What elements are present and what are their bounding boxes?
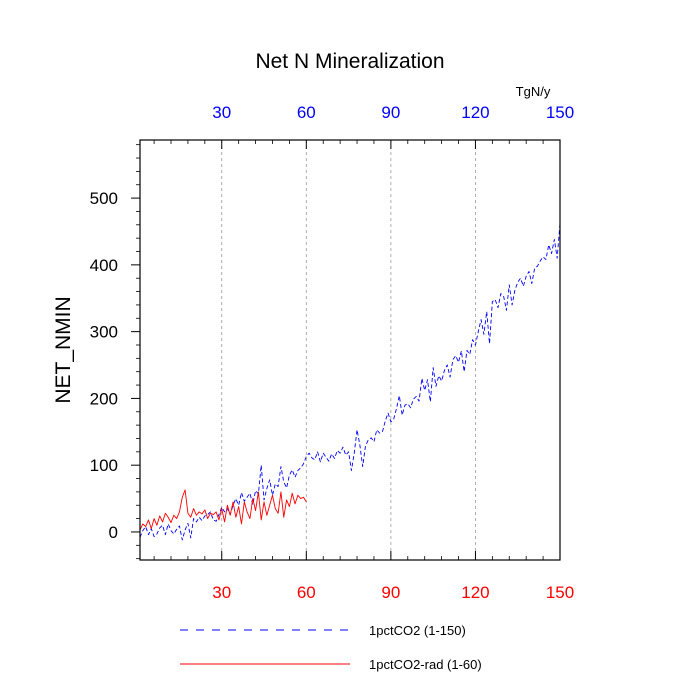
- y-tick-label-100: 100: [90, 456, 118, 475]
- bottom-tick-label-120: 120: [461, 583, 489, 602]
- plot-frame: [139, 139, 561, 561]
- y-tick-label-0: 0: [109, 523, 118, 542]
- top-tick-labels: 30 60 90 120 150: [212, 103, 574, 122]
- units-label: TgN/y: [516, 84, 551, 99]
- y-tick-label-300: 300: [90, 323, 118, 342]
- grid-lines: [221, 140, 476, 560]
- top-tick-label-60: 60: [297, 103, 316, 122]
- series-line-1pctCO2: [139, 223, 561, 541]
- bottom-tick-labels: 30 60 90 120 150: [212, 583, 574, 602]
- chart-title: Net N Mineralization: [255, 50, 444, 73]
- top-tick-label-30: 30: [212, 103, 231, 122]
- legend-label-1pctCO2-rad: 1pctCO2-rad (1-60): [369, 657, 482, 672]
- y-tick-label-400: 400: [90, 256, 118, 275]
- bottom-tick-label-90: 90: [381, 583, 400, 602]
- series-line-1pctCO2-rad: [139, 489, 307, 531]
- top-tick-label-120: 120: [461, 103, 489, 122]
- bottom-tick-label-30: 30: [212, 583, 231, 602]
- top-tick-label-150: 150: [546, 103, 574, 122]
- y-tick-labels: 0 100 200 300 400 500: [90, 189, 118, 542]
- legend: 1pctCO2 (1-150) 1pctCO2-rad (1-60): [180, 623, 482, 672]
- y-tick-label-500: 500: [90, 189, 118, 208]
- y-tick-label-200: 200: [90, 389, 118, 408]
- bottom-tick-label-150: 150: [546, 583, 574, 602]
- legend-label-1pctCO2: 1pctCO2 (1-150): [369, 623, 466, 638]
- y-axis-label: NET_NMIN: [52, 296, 75, 403]
- series-layer: [139, 223, 561, 541]
- bottom-tick-label-60: 60: [297, 583, 316, 602]
- top-tick-label-90: 90: [381, 103, 400, 122]
- axis-ticks: [131, 140, 561, 560]
